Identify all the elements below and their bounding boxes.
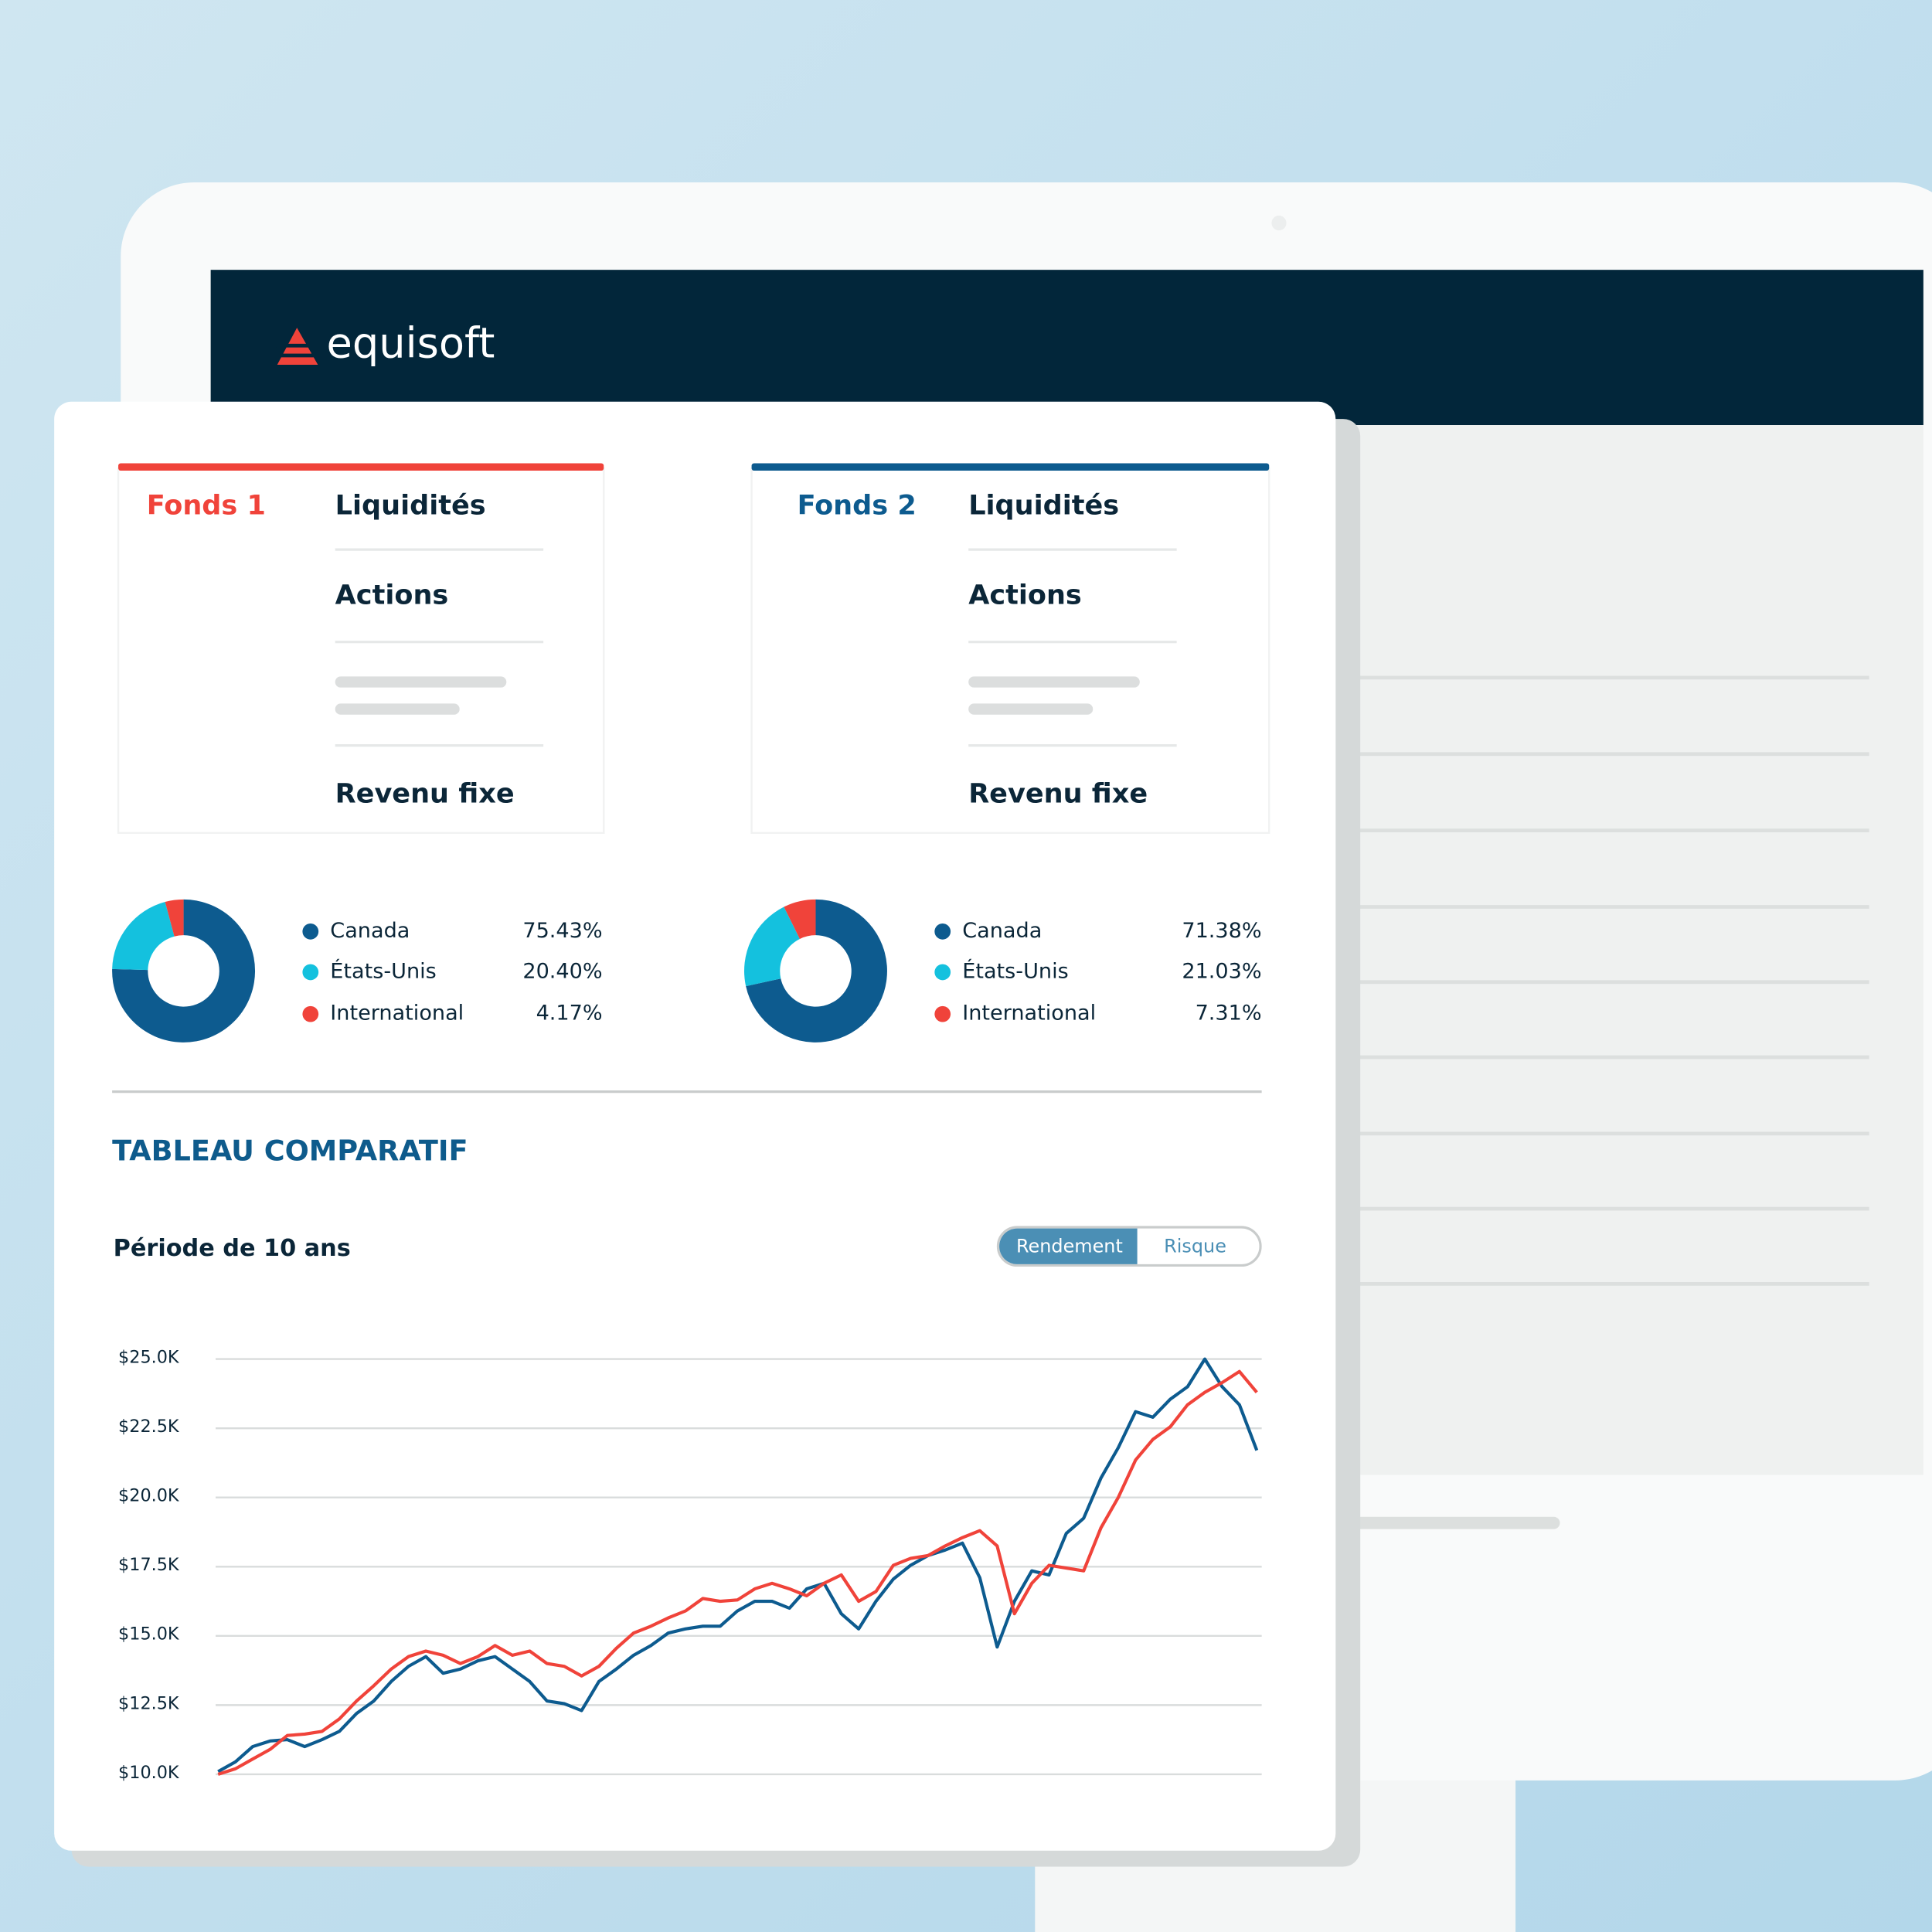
y-tick-label: $20.0K <box>118 1486 180 1506</box>
fund-item: Actions <box>968 580 1082 611</box>
fund-item: Revenu fixe <box>968 777 1148 809</box>
content-area <box>1336 425 1923 1475</box>
background-rows <box>1342 675 1869 1286</box>
pie-slice <box>165 899 184 937</box>
fund-bar <box>118 463 604 471</box>
legend-label: Canada <box>962 919 1042 943</box>
toggle-option[interactable]: Risque <box>1164 1236 1226 1257</box>
legend-dot <box>302 923 319 940</box>
legend-dot <box>934 964 951 981</box>
legend-dot <box>934 1005 951 1022</box>
fund-box <box>117 467 605 835</box>
pie-slice <box>744 906 800 987</box>
section-title: TABLEAU COMPARATIF <box>112 1134 468 1167</box>
fund-bar <box>751 463 1270 471</box>
legend-value: 4.17% <box>536 1002 603 1026</box>
fund-box <box>750 467 1270 835</box>
legend-dot <box>934 923 951 940</box>
app-header <box>210 270 1923 426</box>
y-tick-label: $15.0K <box>118 1624 180 1645</box>
camera <box>1271 216 1287 231</box>
y-tick-label: $12.5K <box>118 1693 180 1713</box>
legend-label: États-Unis <box>330 958 437 983</box>
fund-name: Fonds 2 <box>798 489 917 521</box>
legend-label: États-Unis <box>962 958 1069 983</box>
fund-item: Liquidités <box>968 489 1119 521</box>
logo: equisoft <box>276 319 495 368</box>
y-tick-label: $17.5K <box>118 1555 180 1575</box>
toggle-active[interactable] <box>999 1228 1138 1264</box>
legend-value: 21.03% <box>1182 959 1261 983</box>
legend-dot <box>302 1005 319 1022</box>
placeholder <box>335 676 507 688</box>
placeholder <box>968 676 1140 688</box>
fund-item: Liquidités <box>335 489 486 521</box>
pie-slice <box>746 899 887 1043</box>
legend-label: Canada <box>330 919 410 943</box>
y-tick-label: $10.0K <box>118 1763 180 1783</box>
placeholder <box>335 703 460 715</box>
pie-slice <box>112 902 175 971</box>
chart-title: Période de 10 ans <box>114 1235 351 1262</box>
pie-slice <box>112 899 256 1043</box>
logo-text: equisoft <box>327 319 495 368</box>
placeholder <box>968 703 1094 715</box>
toggle: Rendement Risque <box>996 1226 1262 1267</box>
legend-value: 75.43% <box>522 919 602 943</box>
legend-value: 20.40% <box>522 959 602 983</box>
scrollbar <box>1336 1516 1560 1529</box>
legend-value: 7.31% <box>1196 1002 1262 1026</box>
fund-item: Actions <box>335 580 449 611</box>
pie-slice <box>784 899 816 939</box>
legend-label: International <box>330 1002 464 1026</box>
legend-value: 71.38% <box>1182 919 1261 943</box>
legend-dot <box>302 964 319 981</box>
fund-name: Fonds 1 <box>147 489 266 521</box>
line-series <box>217 1357 1259 1774</box>
fund-item: Revenu fixe <box>335 777 515 809</box>
y-tick-label: $22.5K <box>118 1417 180 1437</box>
y-tick-label: $25.0K <box>118 1348 180 1368</box>
legend-label: International <box>962 1002 1096 1026</box>
toggle-option[interactable]: Rendement <box>1016 1236 1123 1257</box>
line-series <box>217 1369 1258 1776</box>
